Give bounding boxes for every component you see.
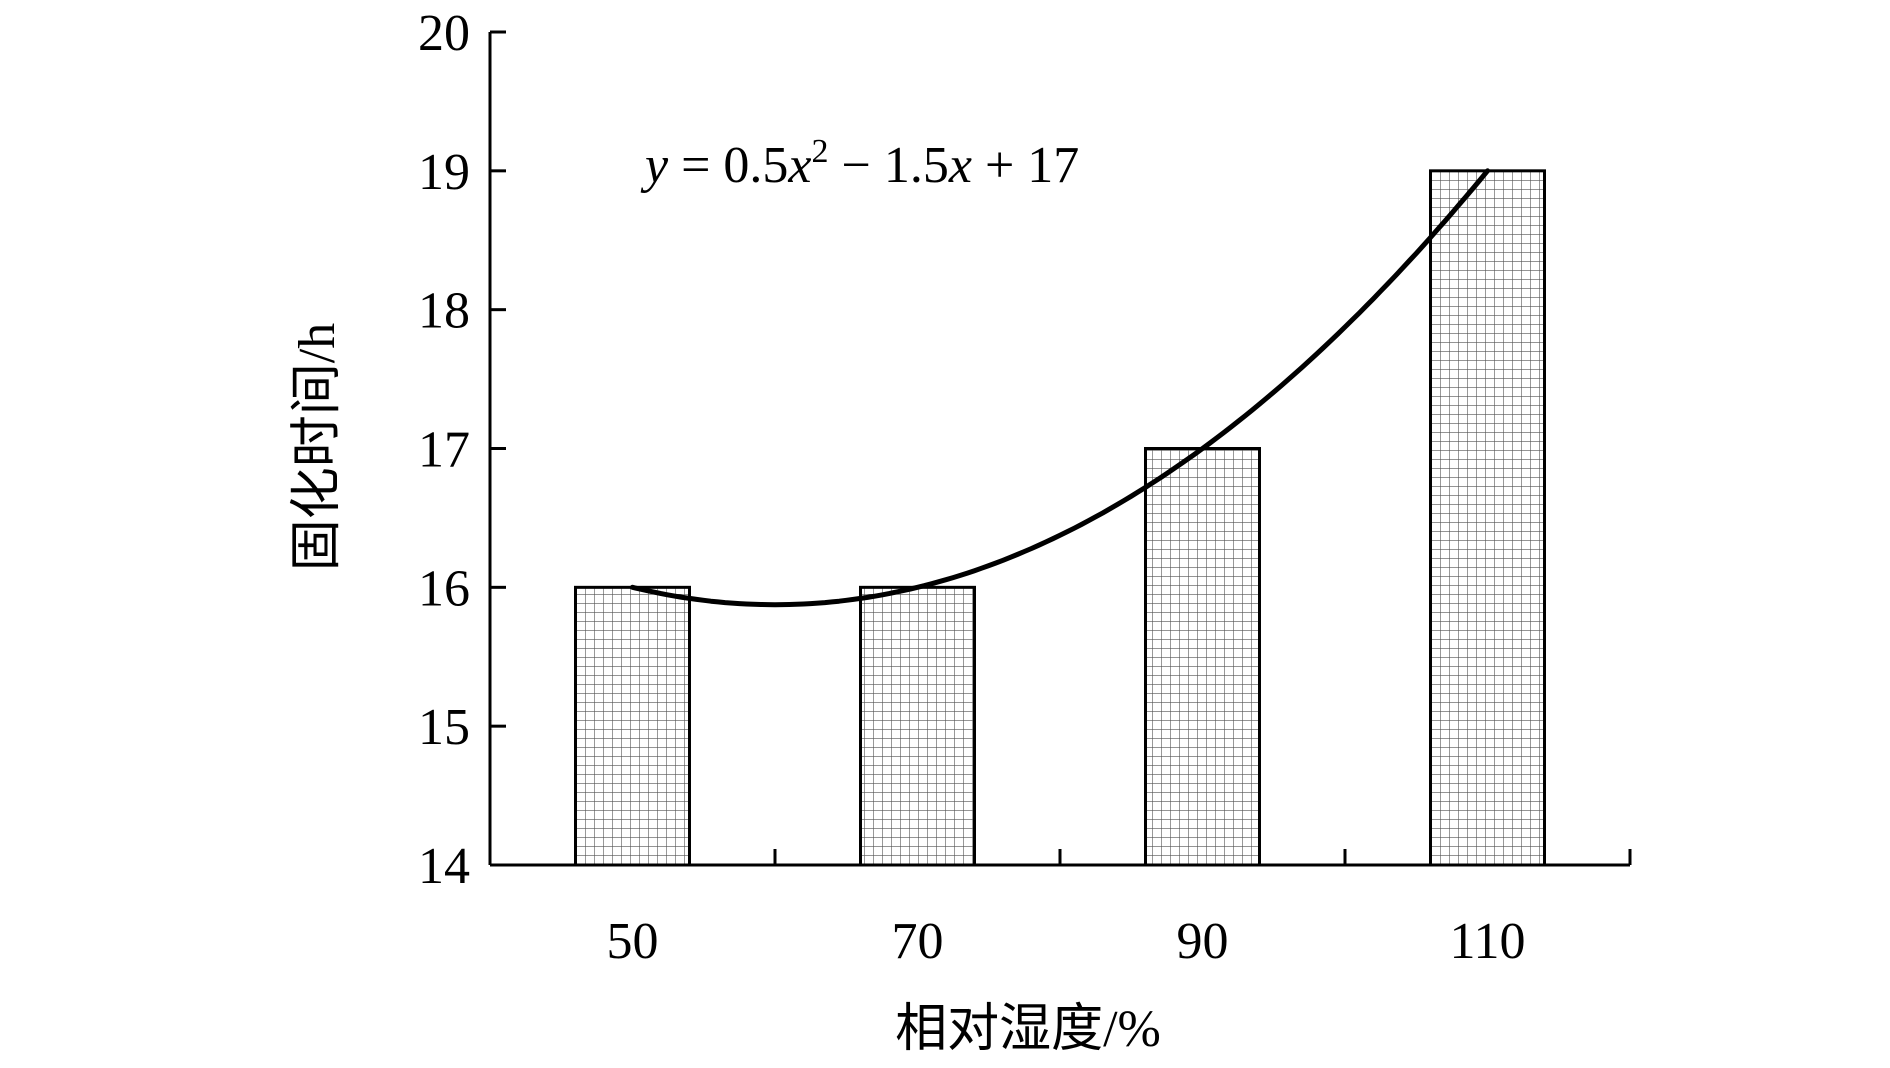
y-tick-label: 14 xyxy=(418,838,470,895)
y-tick-label: 17 xyxy=(418,422,470,479)
bar-90 xyxy=(1144,447,1261,867)
y-tick-label: 20 xyxy=(418,5,470,62)
y-axis-title: 固化时间/h xyxy=(289,323,346,571)
y-tick-label: 15 xyxy=(418,699,470,756)
trendline-equation: y = 0.5x2 − 1.5x + 17 xyxy=(640,133,1079,194)
y-tick-labels: 14 15 16 17 18 19 20 xyxy=(418,5,470,895)
bar-50 xyxy=(574,585,691,867)
x-axis-title: 相对湿度/% xyxy=(895,1001,1161,1058)
trendline xyxy=(630,168,1490,608)
bar-110 xyxy=(1429,169,1546,867)
x-tick-label: 70 xyxy=(892,913,944,970)
y-tick-label: 16 xyxy=(418,560,470,617)
x-tick-labels: 50 70 90 110 xyxy=(607,913,1526,970)
x-tick-label: 110 xyxy=(1449,913,1525,970)
axes xyxy=(488,30,1632,867)
y-tick-label: 19 xyxy=(418,144,470,201)
x-tick-label: 50 xyxy=(607,913,659,970)
trendline-curve xyxy=(630,168,1490,608)
bar-70 xyxy=(859,585,976,867)
x-tick-label: 90 xyxy=(1177,913,1229,970)
y-tick-label: 18 xyxy=(418,283,470,340)
